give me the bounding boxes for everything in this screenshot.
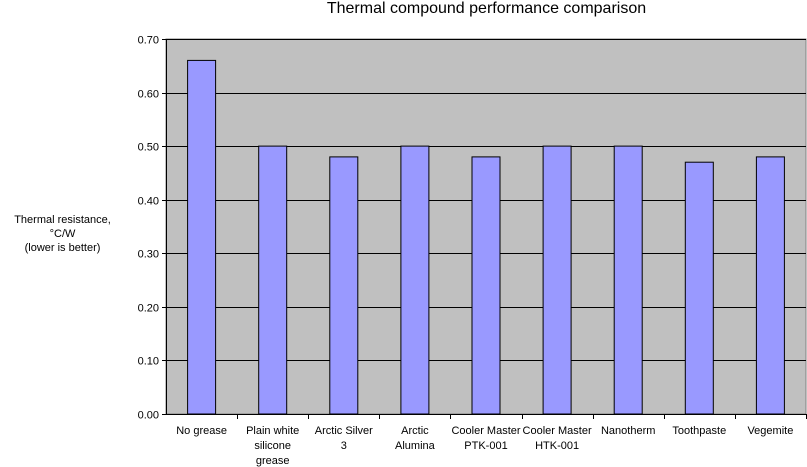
x-tick-label-line: Plain white — [246, 425, 299, 437]
y-tick-label: 0.20 — [138, 303, 159, 315]
x-tick-label-line: Cooler Master — [523, 425, 592, 437]
chart-title: Thermal compound performance comparison — [326, 0, 647, 17]
x-tick-label: Arctic Silver 3 — [315, 425, 373, 452]
x-tick-label-line: Arctic Silver — [315, 425, 373, 437]
bar — [400, 145, 430, 415]
x-tick-label: Nanotherm — [601, 425, 655, 437]
x-tick-label-line: Toothpaste — [672, 425, 726, 437]
x-tick-label-line: silicone — [254, 440, 291, 452]
x-tick-label: Vegemite — [747, 425, 793, 437]
x-tick-label-line: Nanotherm — [601, 425, 655, 437]
x-tick-label: Cooler Master PTK-001 — [451, 425, 520, 452]
x-tick-label-line: Cooler Master — [451, 425, 520, 437]
x-tick-label-line: PTK-001 — [464, 440, 507, 452]
y-axis-label-line-1: Thermal resistance, °C/W — [14, 214, 111, 240]
x-tick-label-line: Alumina — [395, 440, 436, 452]
x-tick-label: Arctic Alumina — [395, 425, 436, 452]
bar — [755, 156, 785, 415]
y-tick-label: 0.50 — [138, 142, 159, 154]
x-tick-label-line: Vegemite — [747, 425, 793, 437]
y-tick-label: 0.70 — [138, 35, 159, 47]
y-tick-label: 0.40 — [138, 196, 159, 208]
x-tick-label: Plain white silicone grease — [246, 425, 299, 467]
x-tick-label: No grease — [176, 425, 227, 437]
x-tick-label-line: grease — [256, 455, 290, 467]
x-tick-label-line: No grease — [176, 425, 227, 437]
x-tick-label: Cooler Master HTK-001 — [523, 425, 592, 452]
y-tick-label: 0.10 — [138, 356, 159, 368]
bar — [187, 59, 217, 415]
x-tick-label-line: HTK-001 — [535, 440, 579, 452]
y-tick-label: 0.60 — [138, 89, 159, 101]
y-tick-label: 0.00 — [138, 410, 159, 422]
x-tick-label: Toothpaste — [672, 425, 726, 437]
y-axis-label: Thermal resistance, °C/W (lower is bette… — [0, 213, 125, 255]
x-tick-label-line: Arctic — [401, 425, 429, 437]
bar — [613, 145, 643, 415]
y-axis-label-line-2: (lower is better) — [24, 242, 101, 254]
bar — [258, 145, 288, 415]
bar — [329, 156, 359, 415]
y-tick-label: 0.30 — [138, 249, 159, 261]
bar — [684, 161, 714, 415]
bar — [471, 156, 501, 415]
x-tick-label-line: 3 — [341, 440, 347, 452]
bar — [542, 145, 572, 415]
